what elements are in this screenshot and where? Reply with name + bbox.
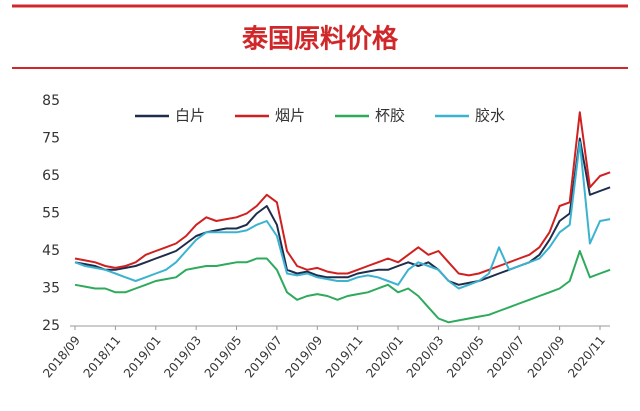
y-tick-label: 45: [42, 243, 60, 259]
y-tick-label: 85: [42, 93, 60, 109]
y-tick-label: 75: [42, 131, 60, 147]
chart-title: 泰国原料价格: [242, 24, 399, 55]
series-line: [74, 141, 611, 290]
legend-label: 烟片: [275, 107, 305, 125]
y-tick-label: 55: [42, 206, 60, 222]
series-line: [74, 250, 611, 324]
y-tick-label: 65: [42, 168, 60, 184]
y-tick-label: 35: [42, 281, 60, 297]
legend-label: 胶水: [475, 107, 505, 125]
legend-label: 杯胶: [375, 107, 405, 125]
legend-label: 白片: [175, 107, 205, 125]
series-line: [74, 111, 611, 277]
y-tick-label: 25: [42, 318, 60, 334]
